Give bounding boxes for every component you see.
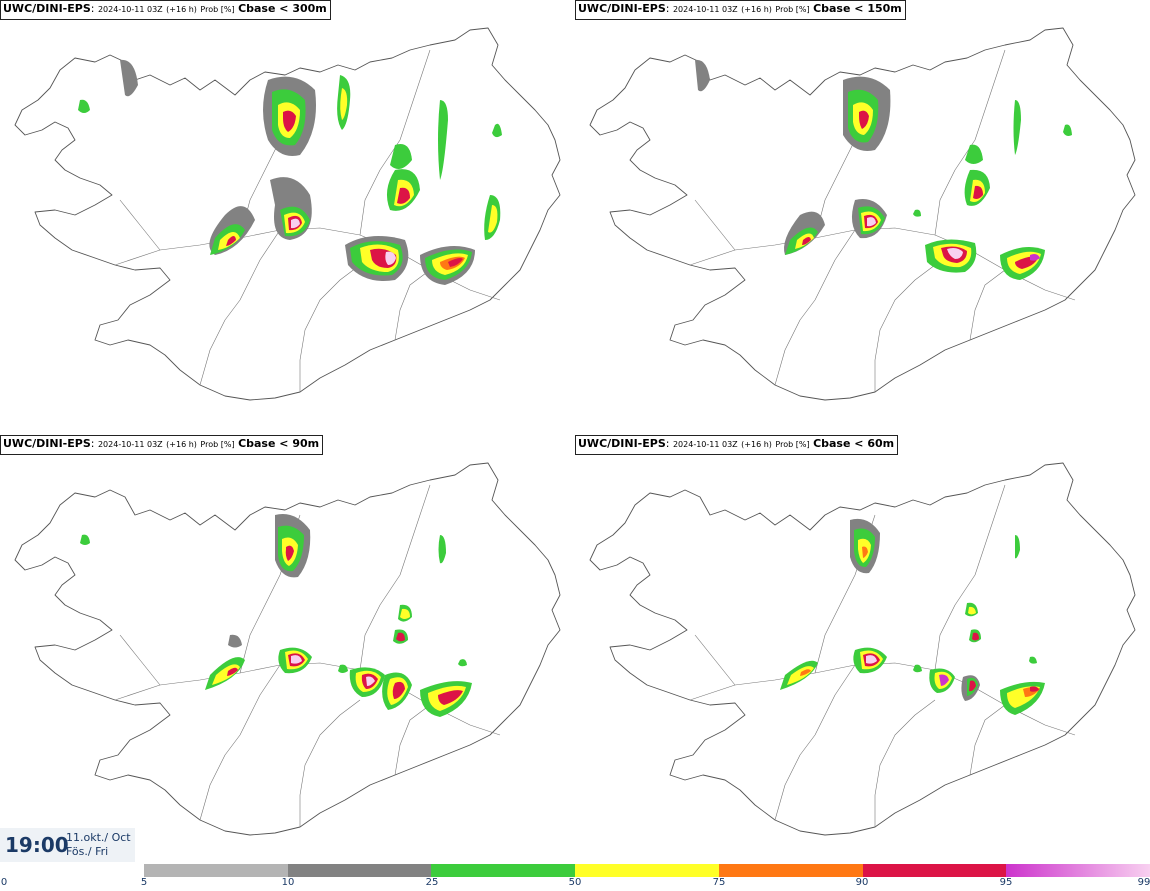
- panel-title: UWC/DINI-EPS: 2024-10-11 03Z (+16 h) Pro…: [575, 435, 899, 455]
- colorbar-tick: 0: [0, 877, 8, 888]
- quantity: Prob [%]: [775, 440, 810, 449]
- colorbar-bin-50-75: [575, 864, 719, 877]
- colorbar-tick: 75: [712, 877, 726, 888]
- valid-time-box: 19:00 11.okt./ Oct Fös./ Fri: [0, 828, 135, 862]
- colorbar-tick: 90: [855, 877, 869, 888]
- lead-time: (+16 h): [741, 5, 772, 14]
- colorbar-bin-25-50: [431, 864, 576, 877]
- valid-date-line1: 11.okt./ Oct: [66, 831, 131, 844]
- variable-name: Cbase < 150m: [813, 2, 902, 15]
- lead-time: (+16 h): [166, 440, 197, 449]
- model-name: UWC/DINI-EPS: [578, 437, 666, 450]
- probability-colorbar: [144, 864, 1150, 877]
- quantity: Prob [%]: [200, 5, 235, 14]
- colorbar-bin-75-90: [718, 864, 863, 877]
- colorbar-tick: 99: [1137, 877, 1150, 888]
- quantity: Prob [%]: [775, 5, 810, 14]
- quantity: Prob [%]: [200, 440, 235, 449]
- iceland-map-300: [14, 27, 561, 401]
- valid-time: 19:00: [5, 833, 69, 857]
- panel-title: UWC/DINI-EPS: 2024-10-11 03Z (+16 h) Pro…: [0, 0, 331, 20]
- map-panel-cbase-90: UWC/DINI-EPS: 2024-10-11 03Z (+16 h) Pro…: [0, 435, 575, 870]
- colorbar-tick: 5: [140, 877, 148, 888]
- map-panel-cbase-150: UWC/DINI-EPS: 2024-10-11 03Z (+16 h) Pro…: [575, 0, 1150, 435]
- colorbar-tick: 95: [999, 877, 1013, 888]
- iceland-map-150: [589, 27, 1136, 401]
- panel-title: UWC/DINI-EPS: 2024-10-11 03Z (+16 h) Pro…: [575, 0, 906, 20]
- colorbar-bin-90-95: [862, 864, 1007, 877]
- panel-title: UWC/DINI-EPS: 2024-10-11 03Z (+16 h) Pro…: [0, 435, 324, 455]
- run-time: 2024-10-11 03Z: [97, 440, 163, 449]
- model-name: UWC/DINI-EPS: [3, 2, 91, 15]
- lead-time: (+16 h): [166, 5, 197, 14]
- variable-name: Cbase < 90m: [238, 437, 320, 450]
- valid-date-line2: Fös./ Fri: [66, 845, 109, 858]
- colorbar-tick: 25: [425, 877, 439, 888]
- colorbar-bin-95-99: [1006, 864, 1150, 877]
- colorbar-bin-10-25: [287, 864, 432, 877]
- run-time: 2024-10-11 03Z: [672, 5, 738, 14]
- variable-name: Cbase < 60m: [813, 437, 895, 450]
- model-name: UWC/DINI-EPS: [3, 437, 91, 450]
- colorbar-bin-5-10: [144, 864, 288, 877]
- variable-name: Cbase < 300m: [238, 2, 327, 15]
- colorbar-tick: 50: [568, 877, 582, 888]
- model-name: UWC/DINI-EPS: [578, 2, 666, 15]
- run-time: 2024-10-11 03Z: [672, 440, 738, 449]
- iceland-map-60: [589, 462, 1136, 836]
- lead-time: (+16 h): [741, 440, 772, 449]
- colorbar-tick: 10: [281, 877, 295, 888]
- map-panel-cbase-300: UWC/DINI-EPS: 2024-10-11 03Z (+16 h) Pro…: [0, 0, 575, 435]
- valid-date: 11.okt./ Oct Fös./ Fri: [66, 831, 131, 859]
- map-panel-cbase-60: UWC/DINI-EPS: 2024-10-11 03Z (+16 h) Pro…: [575, 435, 1150, 870]
- iceland-map-90: [14, 462, 561, 836]
- run-time: 2024-10-11 03Z: [97, 5, 163, 14]
